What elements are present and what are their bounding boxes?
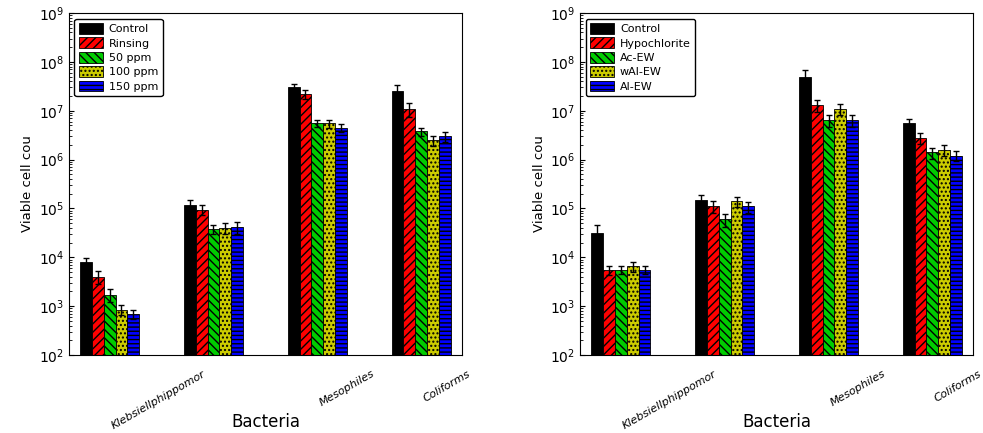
Bar <box>591 233 603 433</box>
Bar <box>603 270 614 433</box>
Bar <box>730 201 742 433</box>
Bar <box>823 120 835 433</box>
Bar <box>403 109 415 433</box>
Bar <box>627 266 639 433</box>
Bar <box>103 295 116 433</box>
Bar <box>415 131 428 433</box>
Text: Klebsiellphippomor: Klebsiellphippomor <box>621 369 719 431</box>
Bar <box>91 277 103 433</box>
Bar <box>391 91 403 433</box>
Bar <box>902 123 914 433</box>
X-axis label: Bacteria: Bacteria <box>742 413 811 431</box>
Bar <box>288 87 300 433</box>
Bar <box>695 200 707 433</box>
Bar <box>219 228 231 433</box>
Text: Klebsiellphippomor: Klebsiellphippomor <box>110 369 207 431</box>
Bar <box>799 77 811 433</box>
Y-axis label: Viable cell cou: Viable cell cou <box>533 136 546 233</box>
Bar <box>128 314 140 433</box>
Bar <box>116 310 128 433</box>
Bar <box>639 270 651 433</box>
Text: Mesophiles: Mesophiles <box>318 369 376 408</box>
Bar <box>184 204 196 433</box>
Bar <box>846 120 858 433</box>
Legend: Control, Hypochlorite, Ac-EW, wAl-EW, Al-EW: Control, Hypochlorite, Ac-EW, wAl-EW, Al… <box>586 19 695 96</box>
Bar <box>835 109 846 433</box>
Text: Coliforms: Coliforms <box>421 369 472 404</box>
Bar <box>323 123 335 433</box>
Bar <box>428 140 439 433</box>
Bar <box>742 207 754 433</box>
Bar <box>207 229 219 433</box>
Bar <box>707 207 719 433</box>
Bar <box>80 262 91 433</box>
X-axis label: Bacteria: Bacteria <box>231 413 300 431</box>
Bar <box>811 105 823 433</box>
Bar <box>196 210 207 433</box>
Bar <box>439 136 451 433</box>
Bar <box>231 227 243 433</box>
Bar <box>951 156 962 433</box>
Bar <box>939 150 951 433</box>
Text: Coliforms: Coliforms <box>932 369 983 404</box>
Text: Mesophiles: Mesophiles <box>829 369 888 408</box>
Bar <box>335 128 347 433</box>
Bar <box>719 219 730 433</box>
Y-axis label: Viable cell cou: Viable cell cou <box>22 136 34 233</box>
Bar <box>926 152 939 433</box>
Bar <box>914 138 926 433</box>
Bar <box>300 94 312 433</box>
Legend: Control, Rinsing, 50 ppm, 100 ppm, 150 ppm: Control, Rinsing, 50 ppm, 100 ppm, 150 p… <box>75 19 162 96</box>
Bar <box>614 270 627 433</box>
Bar <box>312 123 323 433</box>
